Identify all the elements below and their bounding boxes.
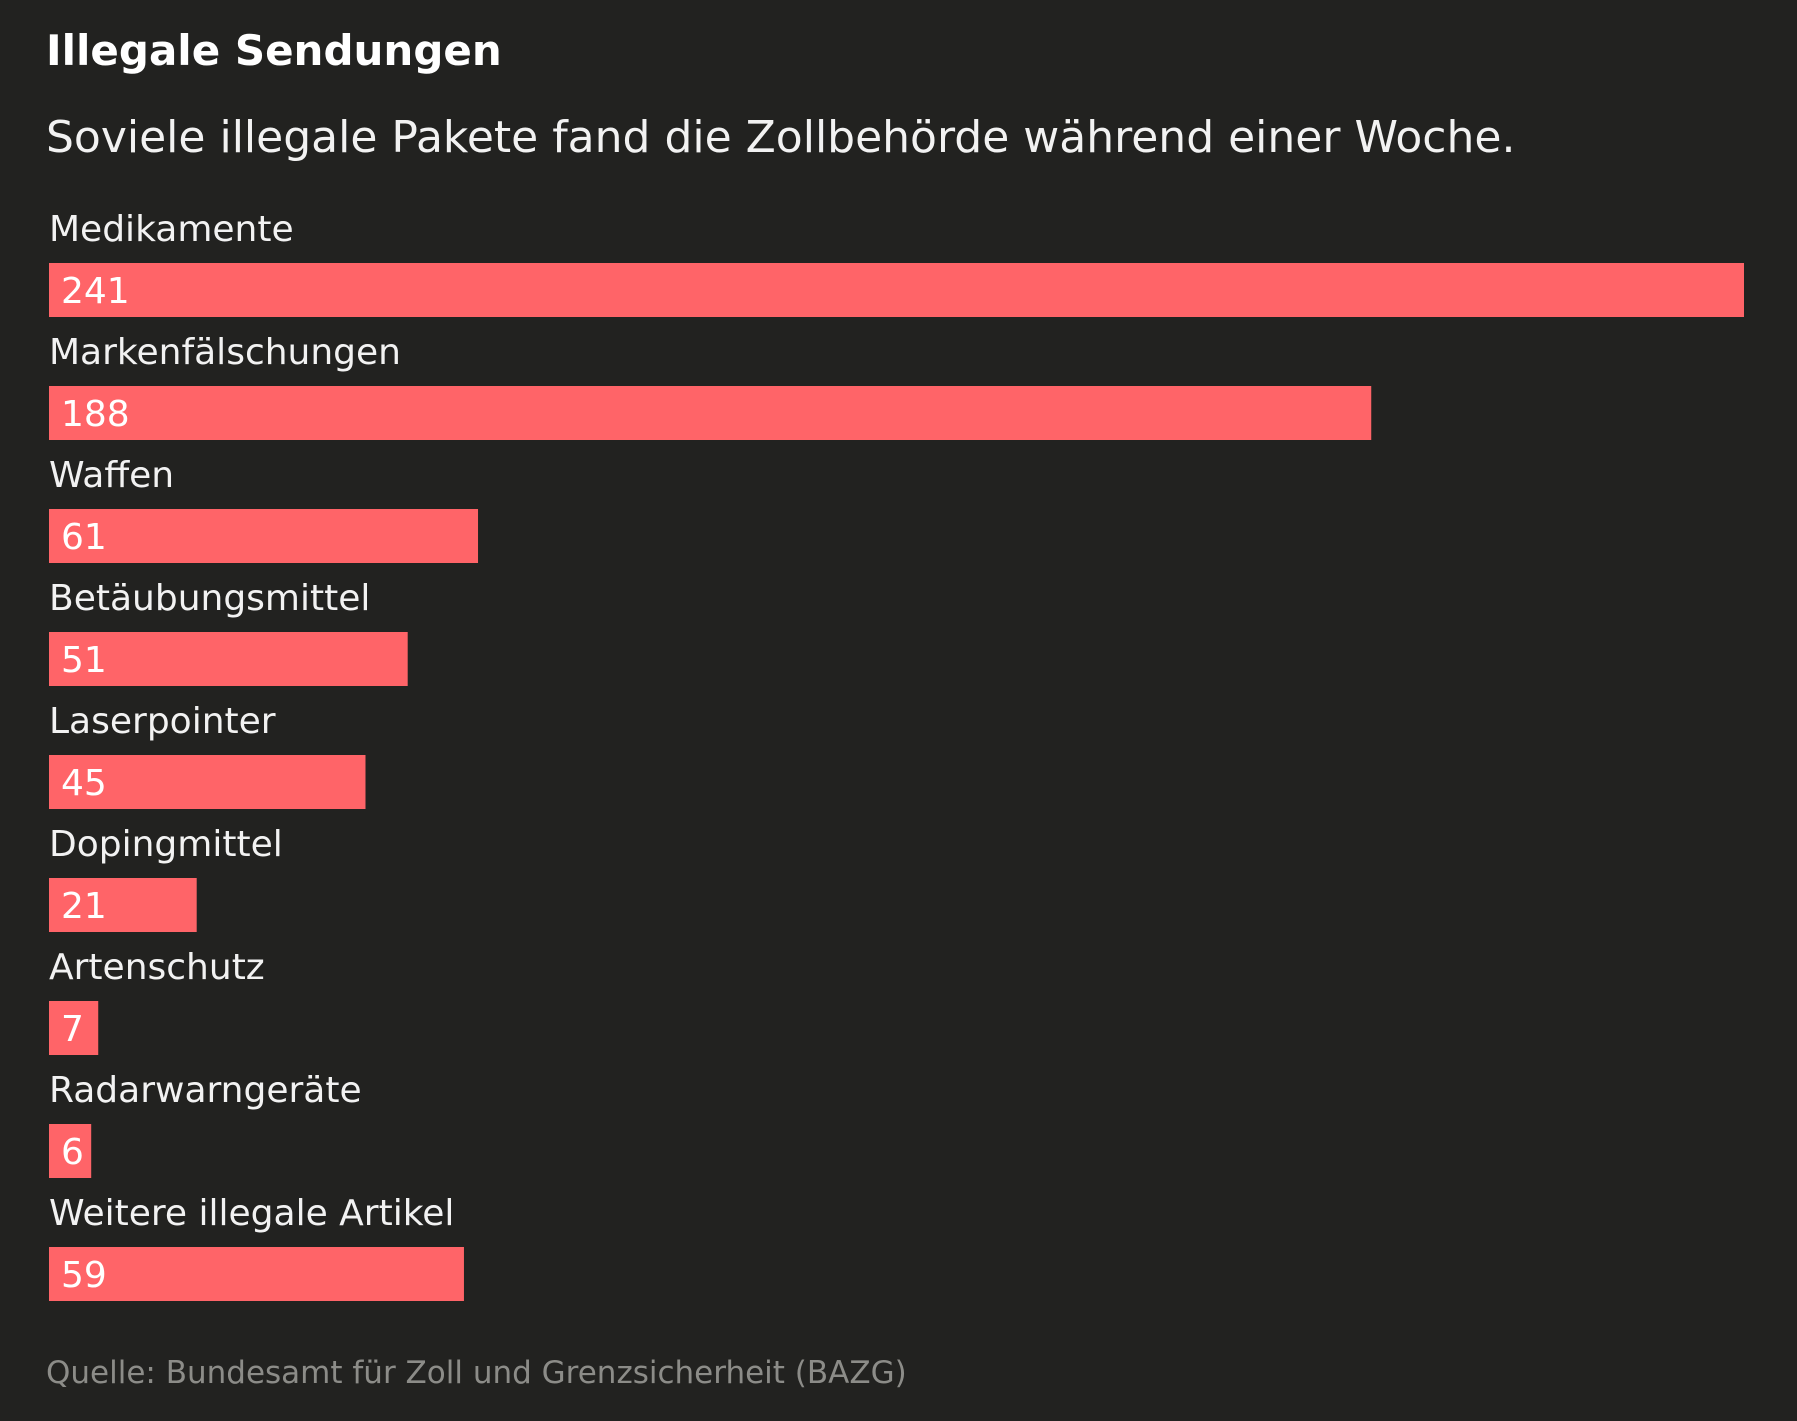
category-label: Radarwarngeräte	[49, 1070, 362, 1111]
category-label: Betäubungsmittel	[49, 578, 370, 619]
bar	[49, 878, 197, 932]
bar	[49, 1247, 464, 1301]
category-label: Laserpointer	[49, 701, 276, 742]
bar	[49, 509, 479, 563]
bar	[49, 263, 1744, 317]
bar-value-label: 7	[61, 1009, 84, 1050]
bar	[49, 1124, 92, 1178]
bar-value-label: 51	[61, 640, 107, 681]
category-label: Waffen	[49, 455, 174, 496]
bar	[49, 632, 408, 686]
bar	[49, 386, 1372, 440]
bar	[49, 755, 366, 809]
bar-value-label: 6	[61, 1132, 84, 1173]
category-label: Medikamente	[49, 209, 294, 250]
category-label: Markenfälschungen	[49, 332, 401, 373]
category-label: Weitere illegale Artikel	[49, 1193, 454, 1234]
bar-value-label: 59	[61, 1255, 107, 1296]
bar-value-label: 21	[61, 886, 107, 927]
bar-value-label: 45	[61, 763, 107, 804]
category-label: Artenschutz	[49, 947, 265, 988]
chart-subtitle: Soviele illegale Pakete fand die Zollbeh…	[46, 112, 1516, 163]
source-note: Quelle: Bundesamt für Zoll und Grenzsich…	[46, 1355, 907, 1391]
chart-title: Illegale Sendungen	[46, 26, 502, 75]
bar-value-label: 241	[61, 271, 130, 312]
bar	[49, 1001, 99, 1055]
bar-value-label: 61	[61, 517, 107, 558]
category-label: Dopingmittel	[49, 824, 283, 865]
bar-value-label: 188	[61, 394, 130, 435]
